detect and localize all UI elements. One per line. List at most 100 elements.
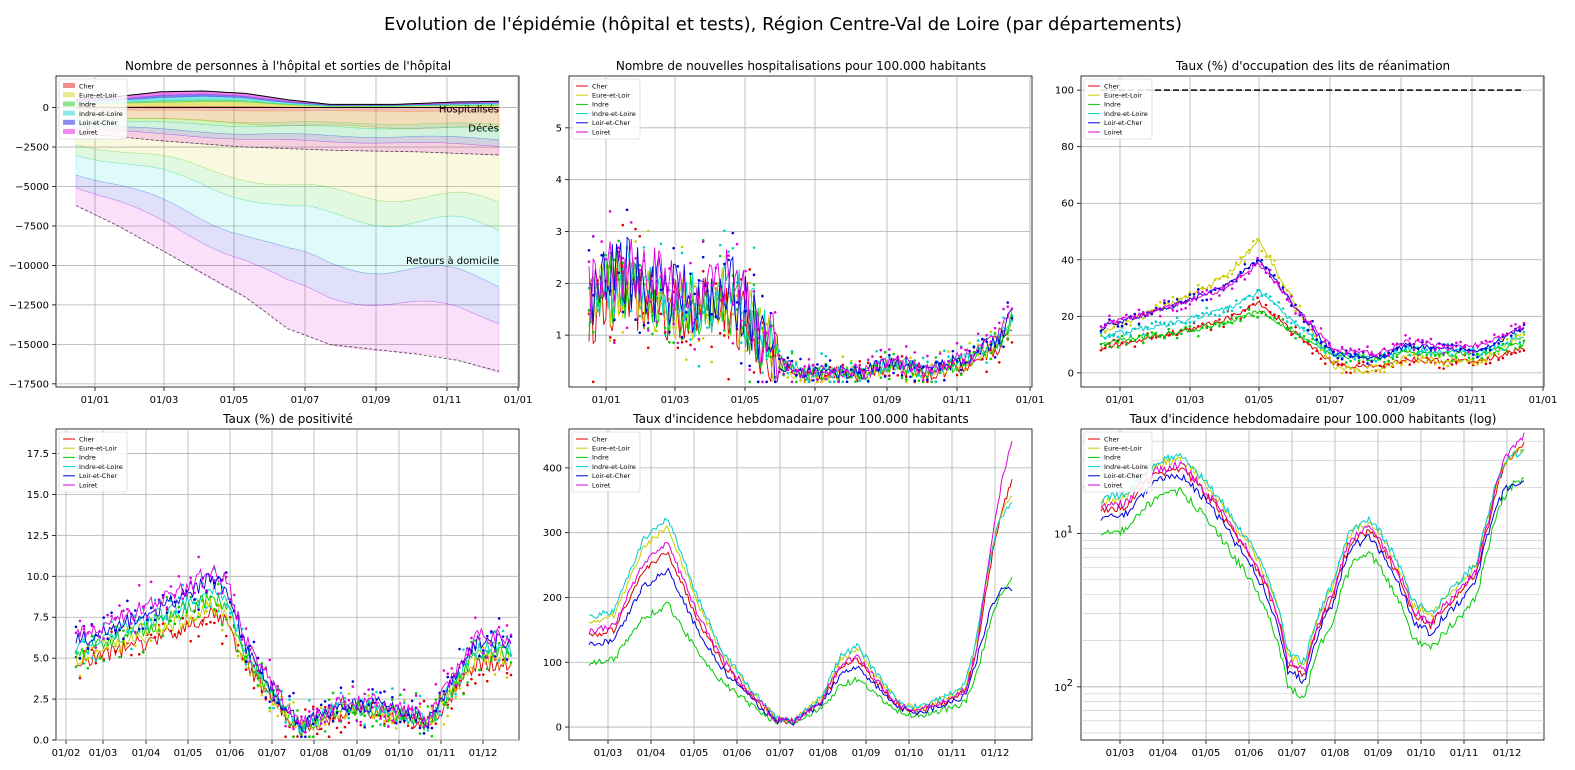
scatter-point [252, 664, 256, 668]
scatter-point [434, 698, 438, 702]
scatter-point [114, 625, 117, 629]
scatter-point [955, 359, 959, 363]
scatter-point [1196, 291, 1200, 294]
scatter-point [74, 625, 78, 629]
y-tick-label: −15000 [9, 340, 49, 351]
scatter-point [1260, 294, 1264, 298]
scatter-point [651, 332, 654, 336]
scatter-point [1471, 350, 1475, 354]
scatter-point [371, 706, 374, 709]
legend-label: Indre [79, 101, 96, 109]
scatter-point [1256, 316, 1259, 319]
scatter-point [761, 371, 764, 375]
scatter-point [1514, 332, 1517, 336]
scatter-point [820, 352, 823, 355]
scatter-point [311, 705, 315, 708]
scatter-point [909, 356, 912, 360]
scatter-point [165, 626, 169, 630]
scatter-point [866, 358, 870, 362]
scatter-point [395, 727, 398, 730]
scatter-point [1218, 314, 1221, 317]
scatter-point [959, 368, 963, 372]
scatter-point [1213, 313, 1217, 317]
scatter-point [900, 371, 904, 374]
scatter-point [213, 579, 216, 582]
scatter-point [106, 637, 109, 640]
scatter-point [1205, 298, 1209, 302]
scatter-point [1514, 323, 1517, 326]
scatter-point [748, 368, 752, 372]
scatter-point [1256, 256, 1259, 260]
scatter-point [1357, 361, 1361, 365]
scatter-point [1370, 364, 1374, 367]
x-tick-label: 01/05 [1245, 395, 1274, 406]
scatter-point [613, 341, 616, 345]
scatter-point [1175, 309, 1179, 313]
legend-label: Loir-et-Cher [1104, 472, 1142, 480]
scatter-point [1416, 360, 1420, 364]
scatter-point [1522, 333, 1526, 336]
scatter-point [765, 331, 768, 335]
scatter-point [189, 595, 192, 599]
scatter-point [680, 295, 684, 299]
scatter-point [86, 666, 90, 670]
scatter-point [1302, 335, 1306, 338]
scatter-point [587, 308, 591, 312]
scatter-point [1514, 351, 1517, 355]
scatter-point [153, 598, 157, 602]
scatter-point [1311, 328, 1314, 331]
legend-label: Cher [1104, 82, 1120, 90]
scatter-point [1349, 371, 1352, 375]
scatter-point [701, 240, 705, 244]
scatter-point [438, 710, 442, 713]
scatter-point [1400, 363, 1403, 366]
scatter-point [663, 326, 667, 330]
scatter-point [308, 710, 311, 713]
scatter-point [587, 248, 591, 252]
scatter-point [1429, 355, 1433, 359]
annotation-hospitalises: Hospitalisés [439, 104, 499, 116]
scatter-point [794, 369, 798, 373]
scatter-point [327, 735, 331, 739]
scatter-point [659, 302, 663, 305]
scatter-point [442, 689, 446, 693]
x-tick-label: 01/04 [132, 748, 161, 759]
scatter-point [926, 360, 929, 364]
x-tick-label: 01/01 [504, 395, 533, 406]
scatter-point [379, 723, 382, 726]
scatter-point [1383, 355, 1386, 358]
scatter-point [145, 618, 149, 622]
scatter-point [304, 708, 307, 711]
scatter-point [824, 354, 828, 358]
scatter-point [78, 656, 82, 660]
scatter-point [587, 260, 591, 264]
scatter-point [90, 656, 94, 660]
scatter-point [748, 268, 752, 271]
scatter-point [1108, 345, 1111, 349]
legend-label: Eure-et-Loir [592, 445, 630, 453]
scatter-point [296, 735, 299, 738]
scatter-point [1323, 351, 1327, 354]
x-tick-label: 01/03 [1176, 395, 1205, 406]
scatter-point [676, 346, 680, 350]
scatter-point [442, 703, 446, 706]
y-tick-label: −5000 [15, 182, 49, 193]
scatter-point [1522, 339, 1526, 343]
scatter-point [1006, 330, 1010, 333]
scatter-point [1201, 290, 1204, 294]
scatter-point [955, 341, 959, 345]
scatter-point [474, 682, 477, 685]
legend-box [571, 78, 641, 140]
scatter-point [446, 675, 450, 679]
scatter-point [1175, 298, 1179, 301]
scatter-point [331, 717, 335, 720]
scatter-point [74, 651, 78, 655]
legend-label: Indre-et-Loire [79, 463, 123, 471]
scatter-point [1201, 299, 1204, 302]
scatter-point [1171, 309, 1175, 312]
scatter-point [1150, 331, 1154, 334]
scatter-point [833, 380, 836, 383]
scatter-point [989, 330, 993, 334]
scatter-point [849, 373, 853, 377]
scatter-point [888, 374, 891, 377]
